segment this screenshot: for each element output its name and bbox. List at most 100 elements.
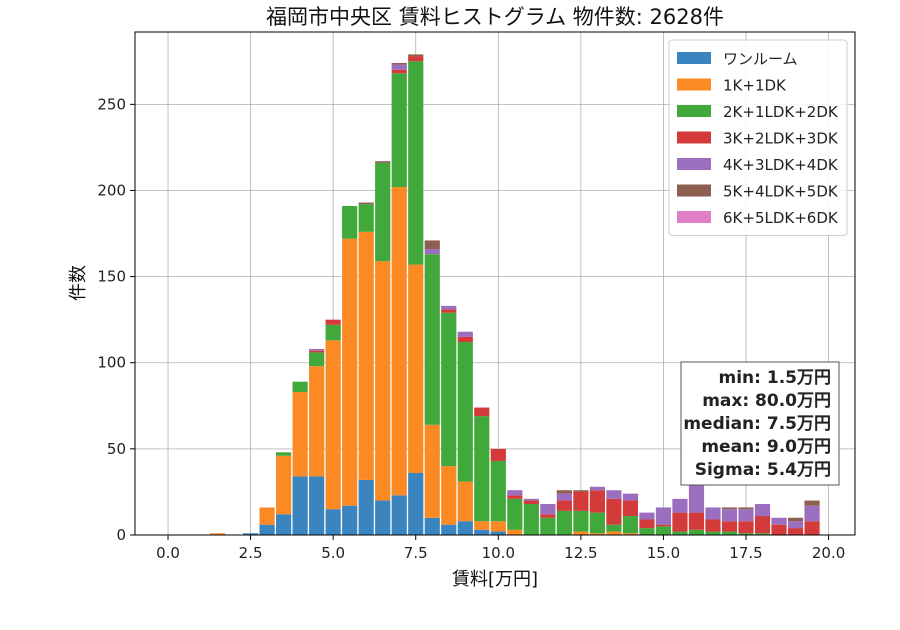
bar-segment-3 <box>523 500 539 504</box>
bar-segment-0 <box>243 533 259 535</box>
bar-segment-1 <box>606 531 622 535</box>
bar-segment-1 <box>424 424 440 518</box>
bar-segment-2 <box>457 342 473 482</box>
y-tick-label: 0 <box>116 526 126 544</box>
plot-frame <box>134 31 856 536</box>
bar-segment-3 <box>573 491 589 511</box>
bar-segment-3 <box>672 512 688 532</box>
legend: ワンルーム 1K+1DK 2K+1LDK+2DK 3K+2LDK+3DK 4K+3LDK… <box>668 39 848 236</box>
bar-segment-1 <box>259 507 275 525</box>
bar-segment-0 <box>457 521 473 535</box>
stats-line: mean: 9.0万円 <box>701 437 831 457</box>
legend-label: 3K+2LDK+3DK <box>723 130 839 148</box>
bar-segment-4 <box>771 517 787 525</box>
bar-segment-1 <box>391 187 407 496</box>
bar-segment-5 <box>408 54 424 57</box>
bar-segment-3 <box>639 519 655 529</box>
bar-segment-2 <box>507 498 523 530</box>
legend-swatch <box>677 131 711 144</box>
bar-segment-4 <box>738 509 754 522</box>
bar-segment-2 <box>309 352 325 367</box>
bar-segment-3 <box>804 521 820 535</box>
bar-segment-3 <box>606 498 622 525</box>
bar-segment-2 <box>490 460 506 522</box>
bar-segment-3 <box>754 516 771 534</box>
bar-segment-5 <box>787 517 804 522</box>
bar-segment-1 <box>573 531 589 535</box>
bar-segment-3 <box>391 69 407 74</box>
bar-segment-4 <box>457 331 473 337</box>
bar-segment-4 <box>639 512 655 520</box>
bar-segment-3 <box>787 528 804 535</box>
legend-label: 1K+1DK <box>723 77 787 95</box>
bar-segment-5 <box>721 507 738 510</box>
bar-segment-5 <box>375 161 391 163</box>
y-axis-ticks: 0 50 100 150 200 250 <box>97 95 135 544</box>
y-tick-label: 100 <box>97 354 126 372</box>
x-tick-label: 10.0 <box>482 544 515 562</box>
bar-segment-2 <box>705 531 721 535</box>
bar-segment-0 <box>292 476 308 535</box>
bar-segment-3 <box>441 309 457 313</box>
bar-segment-2 <box>276 452 292 456</box>
bar-segment-5 <box>804 500 820 506</box>
bar-segment-1 <box>292 392 308 477</box>
y-tick-label: 200 <box>97 181 126 199</box>
bar-segment-1 <box>276 455 292 515</box>
bar-segment-4 <box>688 485 705 513</box>
bar-segment-4 <box>672 498 688 513</box>
legend-swatch <box>677 211 711 223</box>
bar-segment-4 <box>754 503 771 517</box>
legend-label: 5K+4LDK+5DK <box>723 183 839 201</box>
stats-box <box>680 361 840 486</box>
bar-segment-4 <box>787 521 804 529</box>
x-tick-label: 17.5 <box>729 544 762 562</box>
x-tick-label: 12.5 <box>564 544 597 562</box>
x-tick-label: 15.0 <box>647 544 680 562</box>
bar-segment-1 <box>408 264 424 473</box>
bar-segment-1 <box>375 261 391 501</box>
bar-segment-2 <box>358 204 374 232</box>
bar-segment-5 <box>391 63 407 65</box>
legend-label: 4K+3LDK+4DK <box>723 156 839 174</box>
bar-segment-4 <box>556 493 572 501</box>
bar-segment-4 <box>424 249 440 255</box>
y-tick-label: 150 <box>97 268 126 286</box>
bar-segment-3 <box>540 514 556 518</box>
bar-segment-2 <box>622 516 639 534</box>
bar-segment-3 <box>490 448 506 461</box>
bar-segment-5 <box>738 507 754 510</box>
bar-segment-5 <box>556 490 572 494</box>
bar-segment-0 <box>490 531 506 535</box>
bar-segment-5 <box>573 490 589 492</box>
bar-segment-4 <box>391 64 407 70</box>
legend-label: 2K+1LDK+2DK <box>723 103 839 121</box>
bar-segment-4 <box>721 509 738 522</box>
bar-segment-3 <box>771 524 787 535</box>
bar-segment-1 <box>309 366 325 477</box>
bar-segment-3 <box>309 350 325 353</box>
bar-segment-2 <box>721 531 738 535</box>
bar-segment-0 <box>391 495 407 535</box>
bar-segment-3 <box>655 524 672 527</box>
x-tick-label: 0.0 <box>156 544 180 562</box>
bar-segment-2 <box>325 324 341 341</box>
bar-segment-4 <box>309 348 325 351</box>
bar-segment-1 <box>589 533 605 535</box>
bar-segment-2 <box>292 381 308 393</box>
bar-segment-1 <box>358 231 374 480</box>
bar-segment-3 <box>738 521 754 534</box>
stats-line: max: 80.0万円 <box>702 391 831 411</box>
y-tick-label: 250 <box>97 95 126 113</box>
legend-label: 6K+5LDK+6DK <box>723 209 839 227</box>
bar-segment-2 <box>738 533 754 535</box>
legend-box <box>668 39 848 236</box>
bar-segment-2 <box>424 254 440 425</box>
bar-segment-3 <box>622 500 639 517</box>
bar-segment-1 <box>457 481 473 522</box>
bar-segment-4 <box>622 493 639 501</box>
bar-segment-3 <box>325 319 341 325</box>
bar-segment-2 <box>441 312 457 467</box>
